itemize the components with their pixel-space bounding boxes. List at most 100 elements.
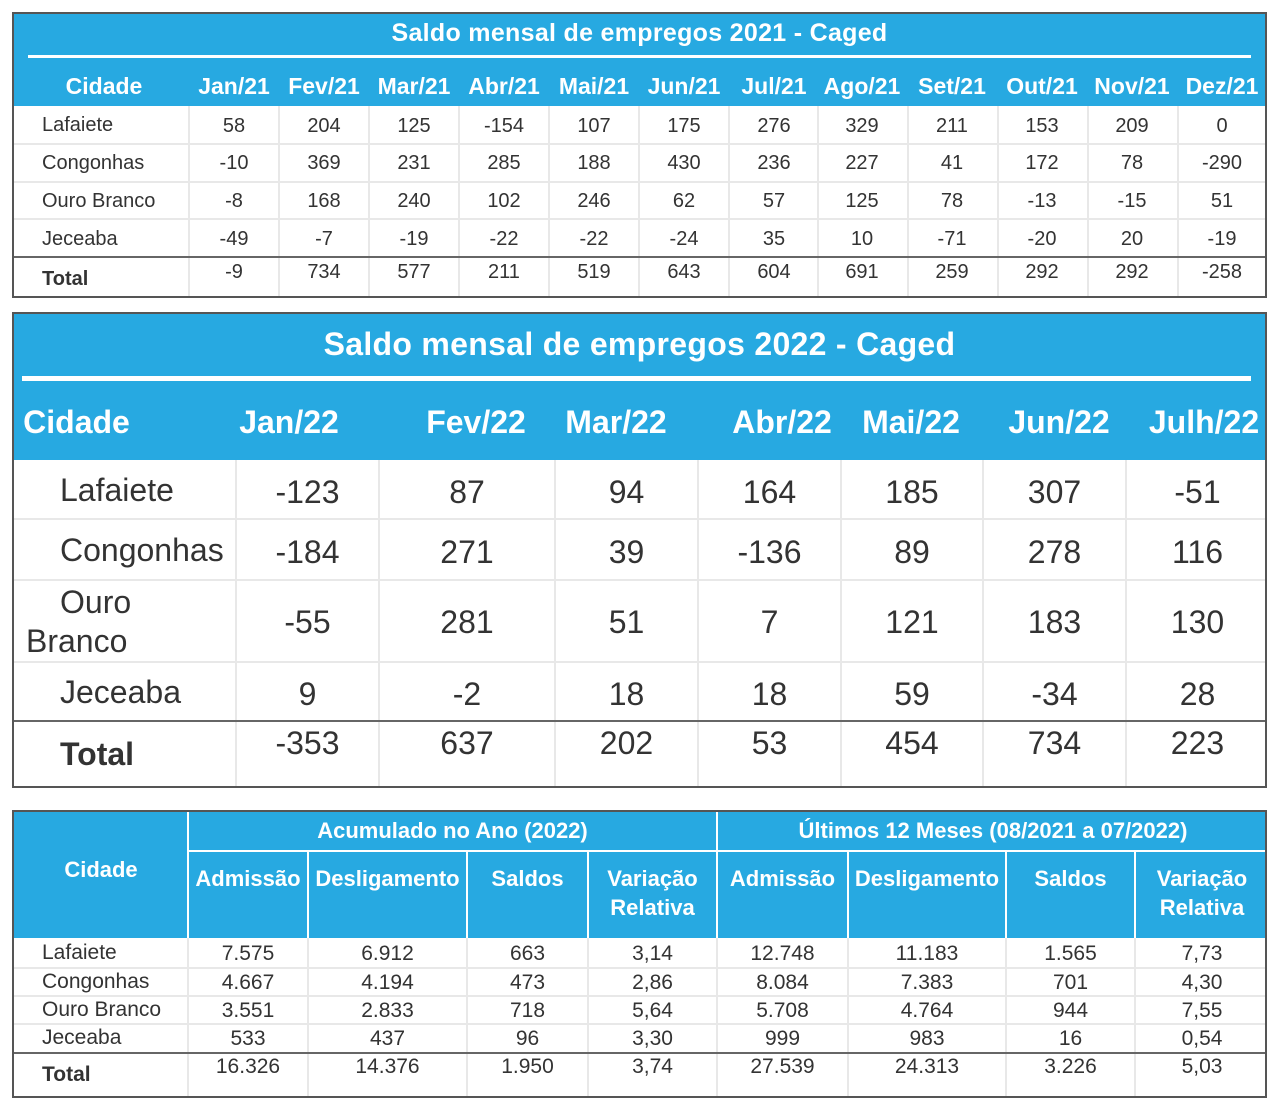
row-city-label: Congonhas [60, 532, 224, 568]
title-divider [22, 376, 1251, 381]
table-cell: 3,30 [632, 1027, 673, 1050]
table-cell: 430 [667, 152, 701, 174]
column-header-month: Jun/22 [1008, 404, 1110, 440]
table-cell-total: 577 [397, 261, 431, 283]
column-header-month: Jun/21 [647, 73, 721, 99]
table-cell: 164 [742, 474, 797, 510]
table-cell: 227 [845, 152, 879, 174]
table-cell: 78 [940, 190, 964, 212]
column-header-month: Fev/21 [288, 73, 360, 99]
table-cell: 89 [894, 534, 930, 570]
table-cell: -184 [275, 534, 340, 570]
table-cell: 231 [397, 152, 431, 174]
column-header-month: Mai/22 [862, 404, 960, 440]
table-cell: 153 [1025, 115, 1059, 137]
row-city-label: Jeceaba [42, 1026, 122, 1049]
table-2022-header: Saldo mensal de empregos 2022 - Caged Ci… [14, 314, 1265, 460]
table-cell: 28 [1179, 676, 1216, 712]
table-cell: 2.833 [361, 999, 414, 1022]
table-2021-title: Saldo mensal de empregos 2021 - Caged [391, 19, 888, 47]
table-cell: 130 [1170, 604, 1225, 640]
table-cell: -154 [483, 115, 525, 137]
column-header-admissions: Admissão [729, 866, 836, 891]
column-header-variation: Variação [607, 866, 698, 891]
table-cell: 35 [762, 228, 786, 250]
column-header-dismissals: Desligamento [315, 866, 460, 891]
table-cell-total: 16.326 [215, 1055, 281, 1078]
table-cell: 276 [757, 115, 791, 137]
table-cell: 51 [1210, 190, 1234, 212]
column-header-month: Jan/21 [198, 73, 270, 99]
table-cell: -20 [1027, 228, 1057, 250]
table-cell: -34 [1031, 676, 1078, 712]
table-cell: 39 [608, 534, 645, 570]
column-header-month: Out/21 [1006, 73, 1078, 99]
table-cell: -10 [219, 152, 249, 174]
table-cell: 437 [369, 1027, 406, 1050]
table-cell: 172 [1025, 152, 1059, 174]
column-header-month: Jul/21 [741, 73, 807, 99]
table-cell: 51 [608, 604, 645, 640]
table-cell: 663 [509, 942, 546, 965]
column-header-month: Mar/21 [377, 73, 451, 99]
row-city-label: Ouro Branco [42, 998, 162, 1021]
row-total-label: Total [42, 268, 89, 290]
table-cell: 0 [1216, 115, 1228, 137]
table-cell: -49 [219, 228, 249, 250]
table-cell: 102 [487, 190, 521, 212]
table-cell: 78 [1120, 152, 1144, 174]
column-header-month: Mai/21 [558, 73, 630, 99]
table-cell: 185 [885, 474, 939, 510]
table-2021-column-headers: Cidade Jan/21 Fev/21 Mar/21 Abr/21 Mai/2… [14, 66, 1265, 106]
table-cell: 1.565 [1044, 942, 1097, 965]
table-cell: 16 [1058, 1027, 1083, 1050]
table-cell: -71 [937, 228, 967, 250]
table-cell: 62 [672, 190, 696, 212]
table-cell: -55 [284, 604, 331, 640]
table-cell-total: 24.313 [894, 1055, 960, 1078]
table-cell: 4.764 [900, 999, 954, 1022]
table-cell-total: 202 [599, 725, 654, 761]
table-cell: 87 [449, 474, 485, 510]
table-cell-total: 454 [885, 725, 939, 761]
table-cell: 58 [222, 115, 246, 137]
row-city-label: Congonhas [42, 970, 150, 993]
column-header-month: Abr/22 [732, 404, 832, 440]
table-cell: 211 [936, 115, 968, 137]
table-cell: 278 [1027, 534, 1082, 570]
column-header-balance: Saldos [1034, 866, 1107, 891]
column-header-month: Nov/21 [1094, 73, 1170, 99]
table-cell-total: 292 [1025, 261, 1059, 283]
column-header-city: Cidade [65, 73, 143, 99]
table-cell: 285 [487, 152, 521, 174]
column-header-month: Ago/21 [823, 73, 901, 99]
table-cell: -15 [1117, 190, 1147, 212]
table-cell: -290 [1201, 152, 1243, 174]
table-cell: 116 [1171, 534, 1223, 570]
table-cell: 18 [608, 676, 645, 712]
column-header-admissions: Admissão [195, 866, 301, 891]
table-cell: 2,86 [632, 971, 673, 994]
table-cell: 236 [757, 152, 791, 174]
table-cell-total: 211 [488, 261, 520, 283]
table-cell: -7 [315, 228, 333, 250]
table-cell-total: 259 [935, 261, 969, 283]
row-city-label: Branco [26, 623, 128, 659]
table-cell: 369 [307, 152, 341, 174]
row-city-label: Lafaiete [60, 472, 174, 508]
table-cell: 7.383 [900, 971, 954, 994]
column-header-city: Cidade [23, 404, 130, 440]
table-cell: 125 [397, 115, 431, 137]
row-city-label: Jeceaba [42, 228, 118, 250]
row-city-label: Ouro Branco [42, 190, 156, 212]
row-city-label: Ouro [60, 584, 132, 620]
table-cell: 7,73 [1181, 942, 1223, 965]
table-cell: 7,55 [1181, 999, 1223, 1022]
table-cell-total: 643 [667, 261, 701, 283]
table-cell: 4.667 [221, 971, 275, 994]
table-cell: 307 [1027, 474, 1082, 510]
table-cell: 983 [909, 1027, 945, 1050]
table-cell-total: 292 [1115, 261, 1149, 283]
table-cell-total: 3,74 [632, 1055, 673, 1078]
table-cell-total: 637 [440, 725, 494, 761]
